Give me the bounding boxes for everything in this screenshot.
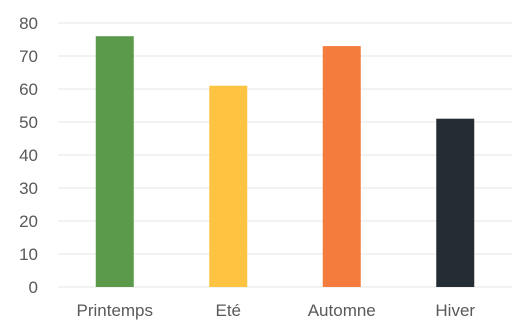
x-tick-label: Printemps [76,301,153,320]
x-tick-label: Automne [308,301,376,320]
y-axis: 0 10 20 30 40 50 60 70 80 [19,14,38,297]
bar-automne [322,46,361,287]
y-tick-label: 80 [19,14,38,33]
bars [95,36,475,288]
bar-printemps [95,36,134,288]
bar-eté [209,85,248,287]
y-tick-label: 50 [19,113,38,132]
y-tick-label: 40 [19,146,38,165]
bar-hiver [436,118,475,287]
x-axis: Printemps Eté Automne Hiver [76,301,475,320]
y-tick-label: 20 [19,212,38,231]
x-tick-label: Eté [215,301,241,320]
y-tick-label: 10 [19,245,38,264]
y-tick-label: 60 [19,80,38,99]
x-tick-label: Hiver [435,301,475,320]
y-tick-label: 0 [29,278,38,297]
y-tick-label: 30 [19,179,38,198]
y-tick-label: 70 [19,47,38,66]
